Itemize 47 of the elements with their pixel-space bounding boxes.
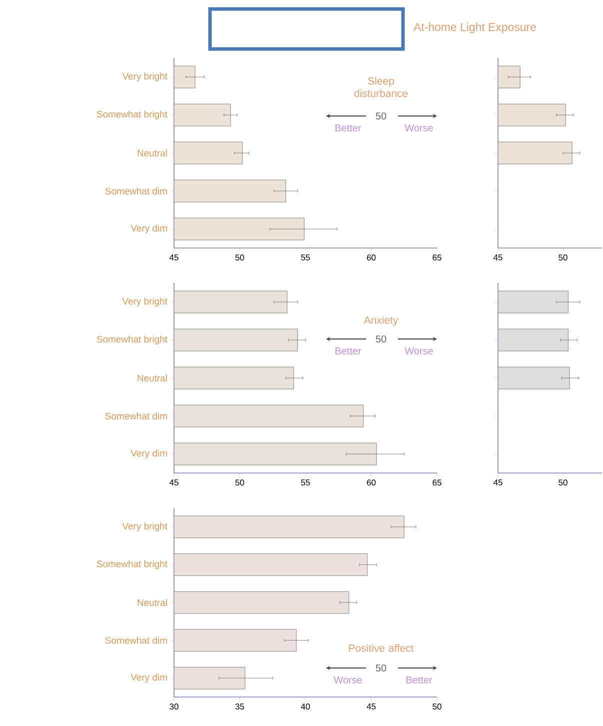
y-tick-label: Neutral — [138, 150, 167, 156]
y-tick-label: Very dim — [130, 674, 167, 683]
y-tick-label: Very bright — [122, 72, 168, 82]
y-tick-label: Somewhat dim — [105, 412, 167, 420]
x-tick-label: 65 — [432, 254, 442, 261]
x-tick-label: 45 — [366, 704, 376, 710]
y-tick-label: Somewhat dim — [105, 188, 167, 194]
x-tick-label: 50 — [558, 254, 568, 261]
x-tick-label: 50 — [235, 254, 244, 261]
text: Anxiety — [364, 316, 398, 326]
annotation: Better — [336, 348, 362, 354]
annotation: Worse — [334, 676, 362, 684]
y-tick-label: Somewhat dim — [105, 636, 167, 644]
x-tick-label: 45 — [169, 480, 178, 486]
x-tick-label: 55 — [301, 480, 310, 486]
x-tick-label: 45 — [493, 254, 502, 260]
annotation: Better — [406, 676, 432, 684]
x-tick-label: 30 — [170, 704, 178, 710]
annotation: 50 — [376, 664, 386, 672]
annotation: Better — [336, 124, 362, 132]
x-tick-label: 60 — [366, 254, 376, 261]
y-tick-label: Neutral — [138, 599, 167, 606]
x-tick-label: 40 — [300, 704, 310, 710]
y-tick-label: Somewhat bright — [96, 336, 168, 344]
annotation: Worse — [404, 348, 433, 354]
annotation: Worse — [404, 124, 433, 132]
y-tick-label: Somewhat bright — [96, 560, 168, 570]
x-tick-label: 45 — [169, 254, 178, 260]
y-tick-label: Very bright — [122, 522, 168, 532]
y-tick-label: Neutral — [138, 374, 167, 382]
x-tick-label: 65 — [432, 480, 442, 486]
y-tick-label: Very dim — [130, 450, 167, 458]
y-tick-label: Very bright — [122, 298, 168, 306]
y-tick-label: Very dim — [130, 224, 167, 234]
x-tick-label: 35 — [235, 704, 244, 710]
y-tick-label: Somewhat bright — [96, 110, 168, 120]
x-tick-label: 50 — [235, 480, 244, 486]
text: At-home Light Exposure — [414, 22, 536, 34]
x-tick-label: 55 — [301, 254, 310, 260]
text: Sleep disturbance — [354, 76, 408, 98]
x-tick-label: 45 — [493, 480, 502, 486]
annotation: 50 — [376, 112, 386, 120]
x-tick-label: 50 — [558, 480, 568, 486]
annotation: 50 — [376, 335, 386, 343]
x-tick-label: 50 — [432, 704, 442, 710]
x-tick-label: 60 — [366, 480, 376, 486]
text: Positive affect — [349, 644, 414, 652]
